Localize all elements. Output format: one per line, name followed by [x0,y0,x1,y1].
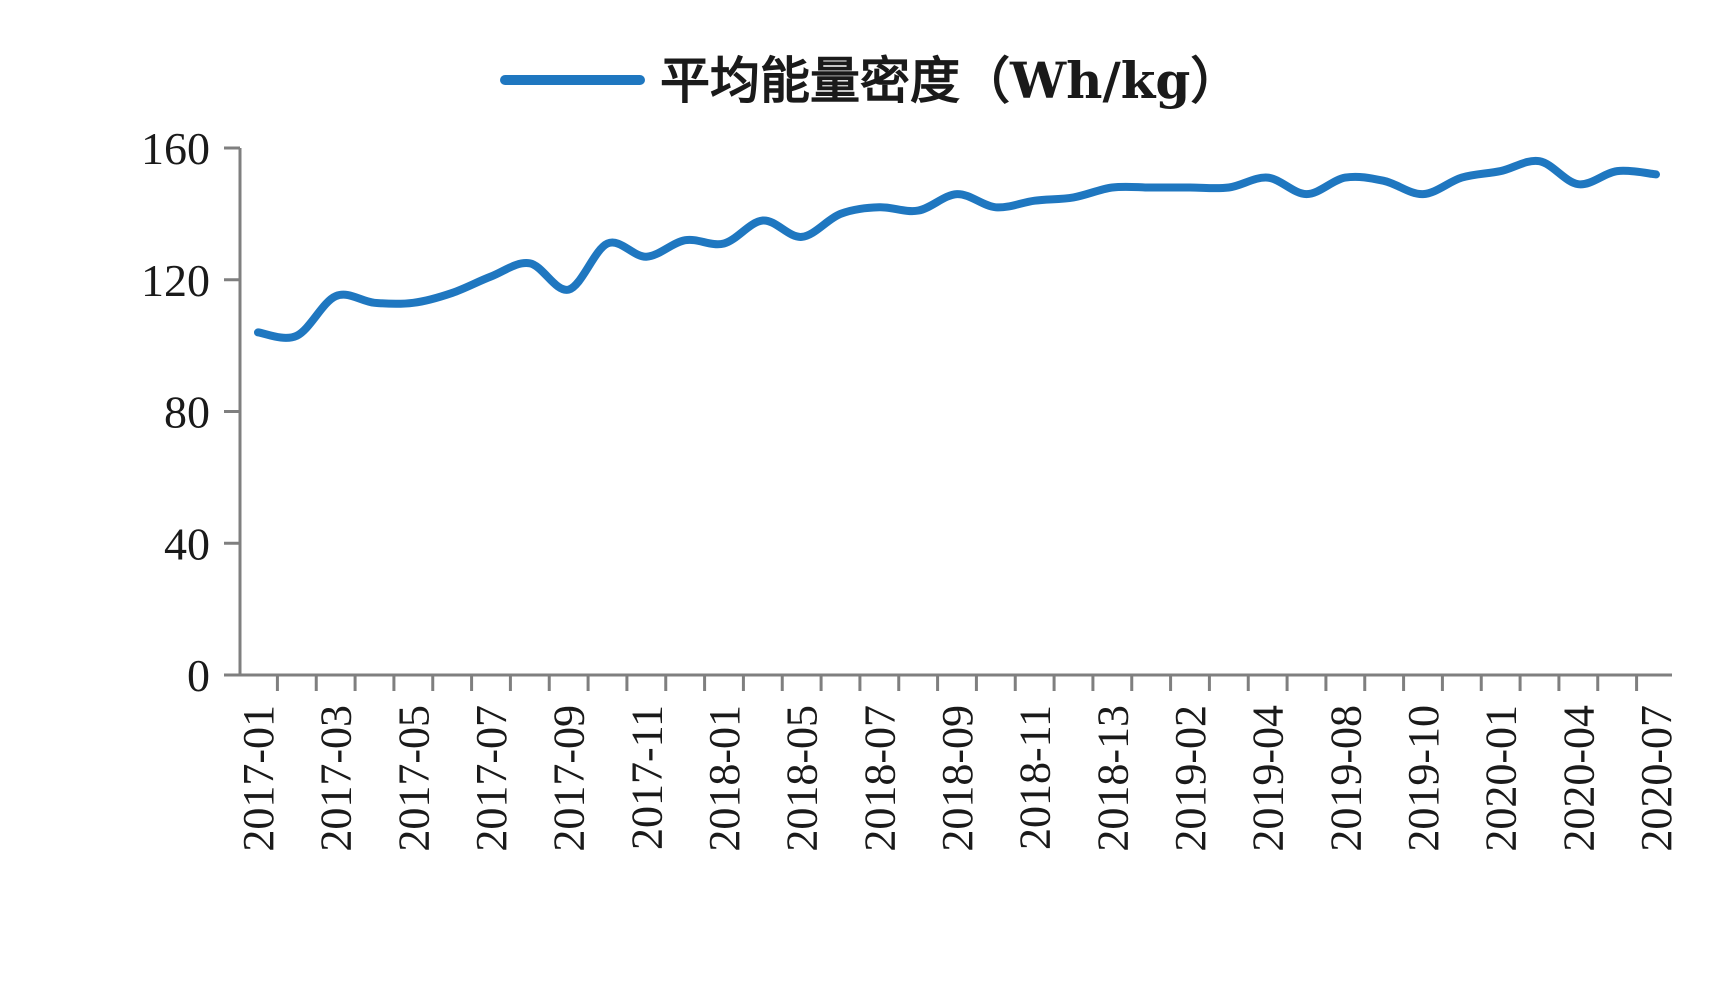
x-tick-label: 2020-04 [1554,705,1603,852]
data-point [1225,184,1233,192]
data-point [1536,157,1544,165]
data-point [681,236,689,244]
data-point [1419,190,1427,198]
x-tick-label: 2018-13 [1088,705,1137,852]
plot-area [254,156,1660,342]
data-point [487,272,495,280]
x-tick-label: 2017-11 [622,705,671,850]
y-tick-label: 160 [141,123,210,174]
x-tick-label: 2018-07 [855,705,904,852]
data-point [1613,167,1621,175]
x-tick-label: 2018-01 [700,705,749,852]
data-point [1108,184,1116,192]
data-point [1574,180,1582,188]
x-axis-ticks: 2017-01 2017-03 2017-05 2017-07 2017-09 2017-… [234,675,1681,852]
data-point [254,328,262,336]
data-point [1380,177,1388,185]
data-point [409,299,417,307]
data-point [1341,174,1349,182]
x-tick-label: 2018-11 [1011,705,1060,850]
x-tick-label: 2018-09 [933,705,982,852]
data-point [1497,167,1505,175]
x-tick-label: 2017-01 [234,705,283,852]
data-point [1070,193,1078,201]
x-tick-label: 2019-10 [1399,705,1448,852]
data-point [953,190,961,198]
data-point [759,216,767,224]
x-tick-label: 2019-02 [1166,705,1215,852]
data-point [1147,184,1155,192]
data-point [565,286,573,294]
data-point [371,299,379,307]
data-point [1303,190,1311,198]
series-line [254,156,1660,342]
data-point [837,210,845,218]
y-tick-label: 40 [164,518,210,569]
x-tick-label: 2019-04 [1244,705,1293,852]
y-tick-label: 0 [187,650,210,701]
data-point [1458,174,1466,182]
y-tick-label: 120 [141,255,210,306]
data-point [720,240,728,248]
data-point [798,233,806,241]
data-point [1264,174,1272,182]
x-tick-label: 2020-01 [1477,705,1526,852]
y-axis-ticks: 0 40 80 120 160 [141,123,240,701]
data-point [1031,197,1039,205]
x-tick-label: 2017-07 [467,705,516,852]
x-tick-label: 2020-07 [1632,705,1681,852]
data-point [604,240,612,248]
data-point [1652,170,1660,178]
axes [238,148,1672,677]
x-tick-label: 2017-05 [389,705,438,852]
data-point [526,259,534,267]
data-point [1186,184,1194,192]
legend: 平均能量密度（Wh/kg） [500,51,1240,110]
data-point [642,253,650,261]
legend-label: 平均能量密度（Wh/kg） [660,51,1240,110]
x-tick-label: 2017-09 [545,705,594,852]
y-tick-label: 80 [164,387,210,438]
data-point [293,332,301,340]
data-point [992,203,1000,211]
data-point [448,289,456,297]
data-point [875,203,883,211]
x-tick-label: 2017-03 [312,705,361,852]
data-point [914,207,922,215]
x-tick-label: 2019-08 [1321,705,1370,852]
x-tick-label: 2018-05 [778,705,827,852]
data-point [332,292,340,300]
